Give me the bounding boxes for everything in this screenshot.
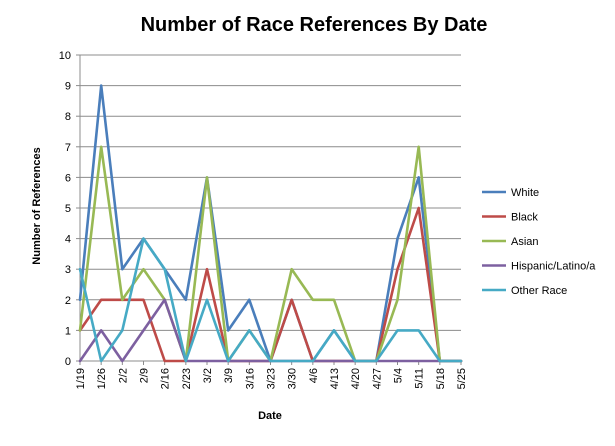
x-tick-label: 3/2 — [202, 368, 214, 383]
legend-label-other-race: Other Race — [511, 285, 567, 297]
x-tick-label: 3/16 — [244, 368, 256, 389]
y-tick-label: 2 — [65, 295, 71, 307]
x-tick-label: 1/19 — [75, 368, 87, 389]
x-tick-label: 4/13 — [329, 368, 341, 389]
y-tick-label: 9 — [65, 81, 71, 93]
chart-title: Number of Race References By Date — [141, 14, 488, 36]
x-tick-label: 5/18 — [435, 368, 447, 389]
legend-label-white: White — [511, 187, 539, 199]
x-tick-label: 5/25 — [456, 368, 468, 389]
y-tick-label: 6 — [65, 172, 71, 184]
y-tick-labels: 0 1 2 3 4 5 6 7 8 9 10 — [59, 50, 71, 368]
y-tick-label: 4 — [65, 234, 71, 246]
x-tick-label: 2/16 — [160, 368, 172, 389]
legend-label-hispanic-latino-a: Hispanic/Latino/a — [511, 261, 596, 273]
legend-label-black: Black — [511, 212, 538, 224]
x-tick-label: 5/11 — [414, 368, 426, 389]
y-axis-label: Number of References — [31, 147, 43, 264]
x-tick-label: 3/30 — [287, 368, 299, 389]
series-line-other-race — [78, 237, 463, 363]
x-tick-label: 2/2 — [117, 368, 129, 383]
y-tick-label: 7 — [65, 142, 71, 154]
x-tick-label: 4/20 — [350, 368, 362, 389]
x-axis-label: Date — [258, 410, 282, 422]
x-tick-label: 2/23 — [181, 368, 193, 389]
legend-label-asian: Asian — [511, 236, 539, 248]
y-tick-label: 8 — [65, 111, 71, 123]
legend: White Black Asian Hispanic/Latino/a Other Ra… — [482, 187, 596, 297]
y-tick-label: 5 — [65, 203, 71, 215]
x-tick-labels: 1/19 1/26 2/2 2/9 2/16 2/23 3/2 3/9 3/16 3/23 3/30… — [75, 368, 468, 389]
x-tick-label: 3/23 — [266, 368, 278, 389]
x-tick-label: 4/27 — [371, 368, 383, 389]
x-tick-label: 4/6 — [308, 368, 320, 383]
x-tick-label: 2/9 — [139, 368, 151, 383]
x-tick-label: 3/9 — [223, 368, 235, 383]
y-tick-label: 3 — [65, 264, 71, 276]
x-tick-label: 5/4 — [393, 368, 405, 383]
y-tick-label: 0 — [65, 356, 71, 368]
y-tick-label: 1 — [65, 325, 71, 337]
series-lines — [78, 84, 463, 363]
x-tick-label: 1/26 — [96, 368, 108, 389]
y-tick-label: 10 — [59, 50, 71, 62]
